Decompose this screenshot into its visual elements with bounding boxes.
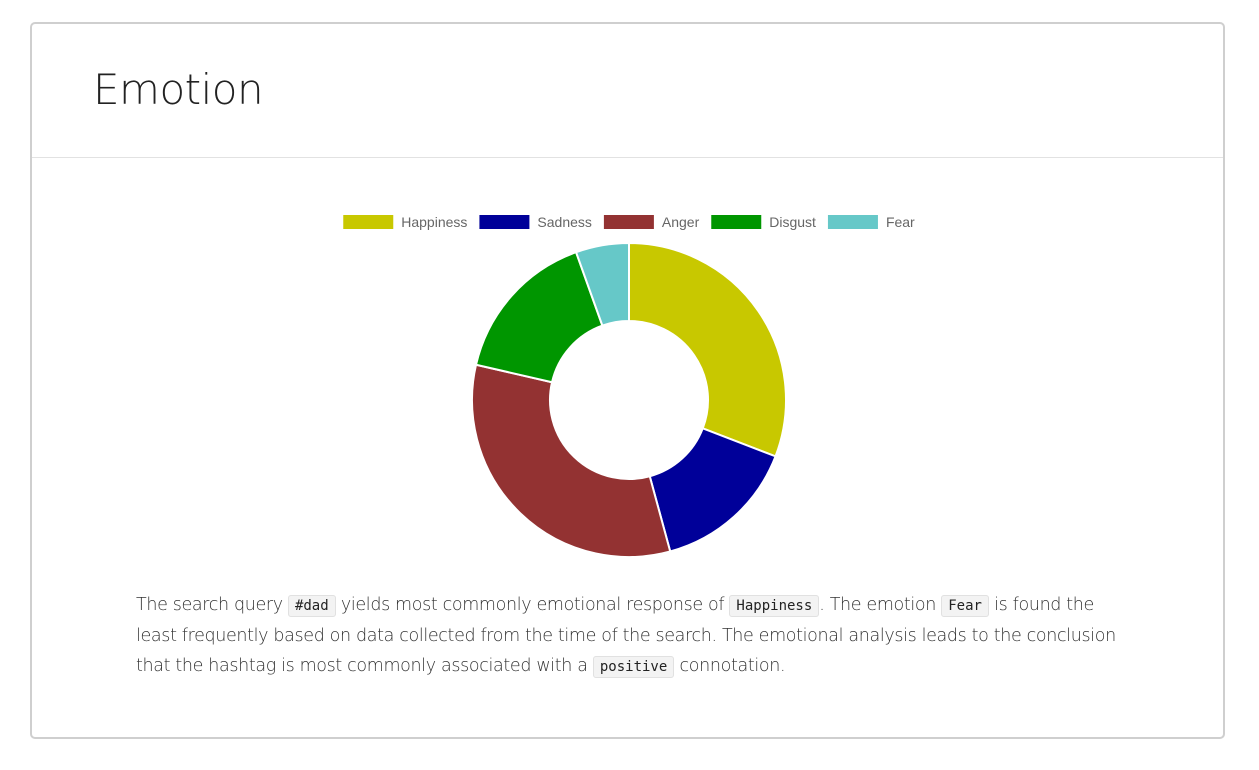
card-title: Emotion (93, 65, 264, 114)
legend-swatch-sadness (479, 215, 530, 229)
connotation-code: positive (592, 656, 675, 678)
description-text: The search query (136, 595, 288, 615)
chart-slices (471, 241, 787, 558)
least-emotion-code: Fear (941, 595, 989, 617)
legend-swatch-fear (827, 215, 878, 229)
description-text: . The emotion (819, 595, 942, 615)
legend-swatch-disgust (711, 215, 762, 229)
legend-label-disgust: Disgust (769, 214, 816, 230)
legend-item-happiness[interactable]: Happiness (343, 214, 467, 230)
legend-label-fear: Fear (886, 214, 915, 230)
legend-swatch-happiness (343, 215, 394, 229)
description-text: yields most commonly emotional response … (335, 595, 730, 615)
slice-disgust[interactable] (474, 250, 604, 384)
emotion-doughnut-chart: Happiness Sadness Anger Disgust Fear (343, 214, 915, 558)
slice-anger[interactable] (471, 363, 672, 558)
query-code: #dad (287, 595, 336, 617)
chart-legend: Happiness Sadness Anger Disgust Fear (343, 214, 915, 230)
top-emotion-code: Happiness (729, 595, 820, 617)
legend-label-sadness: Sadness (537, 214, 591, 230)
legend-swatch-anger (603, 215, 654, 229)
description-text: connotation. (674, 656, 786, 676)
slice-happiness[interactable] (628, 241, 787, 458)
legend-item-sadness[interactable]: Sadness (479, 214, 592, 230)
legend-item-fear[interactable]: Fear (827, 214, 915, 230)
legend-label-happiness: Happiness (401, 214, 467, 230)
legend-item-anger[interactable]: Anger (603, 214, 700, 230)
card-header: Emotion (32, 24, 1223, 158)
legend-label-anger: Anger (662, 214, 700, 230)
emotion-description: The search query #dad yields most common… (136, 590, 1126, 682)
slice-fear[interactable] (574, 241, 630, 327)
legend-item-disgust[interactable]: Disgust (711, 214, 816, 230)
description-text: is found the least frequently based on d… (136, 595, 1116, 676)
emotion-card: Emotion Happiness Sadness Anger Disgust Fear… (30, 22, 1225, 739)
